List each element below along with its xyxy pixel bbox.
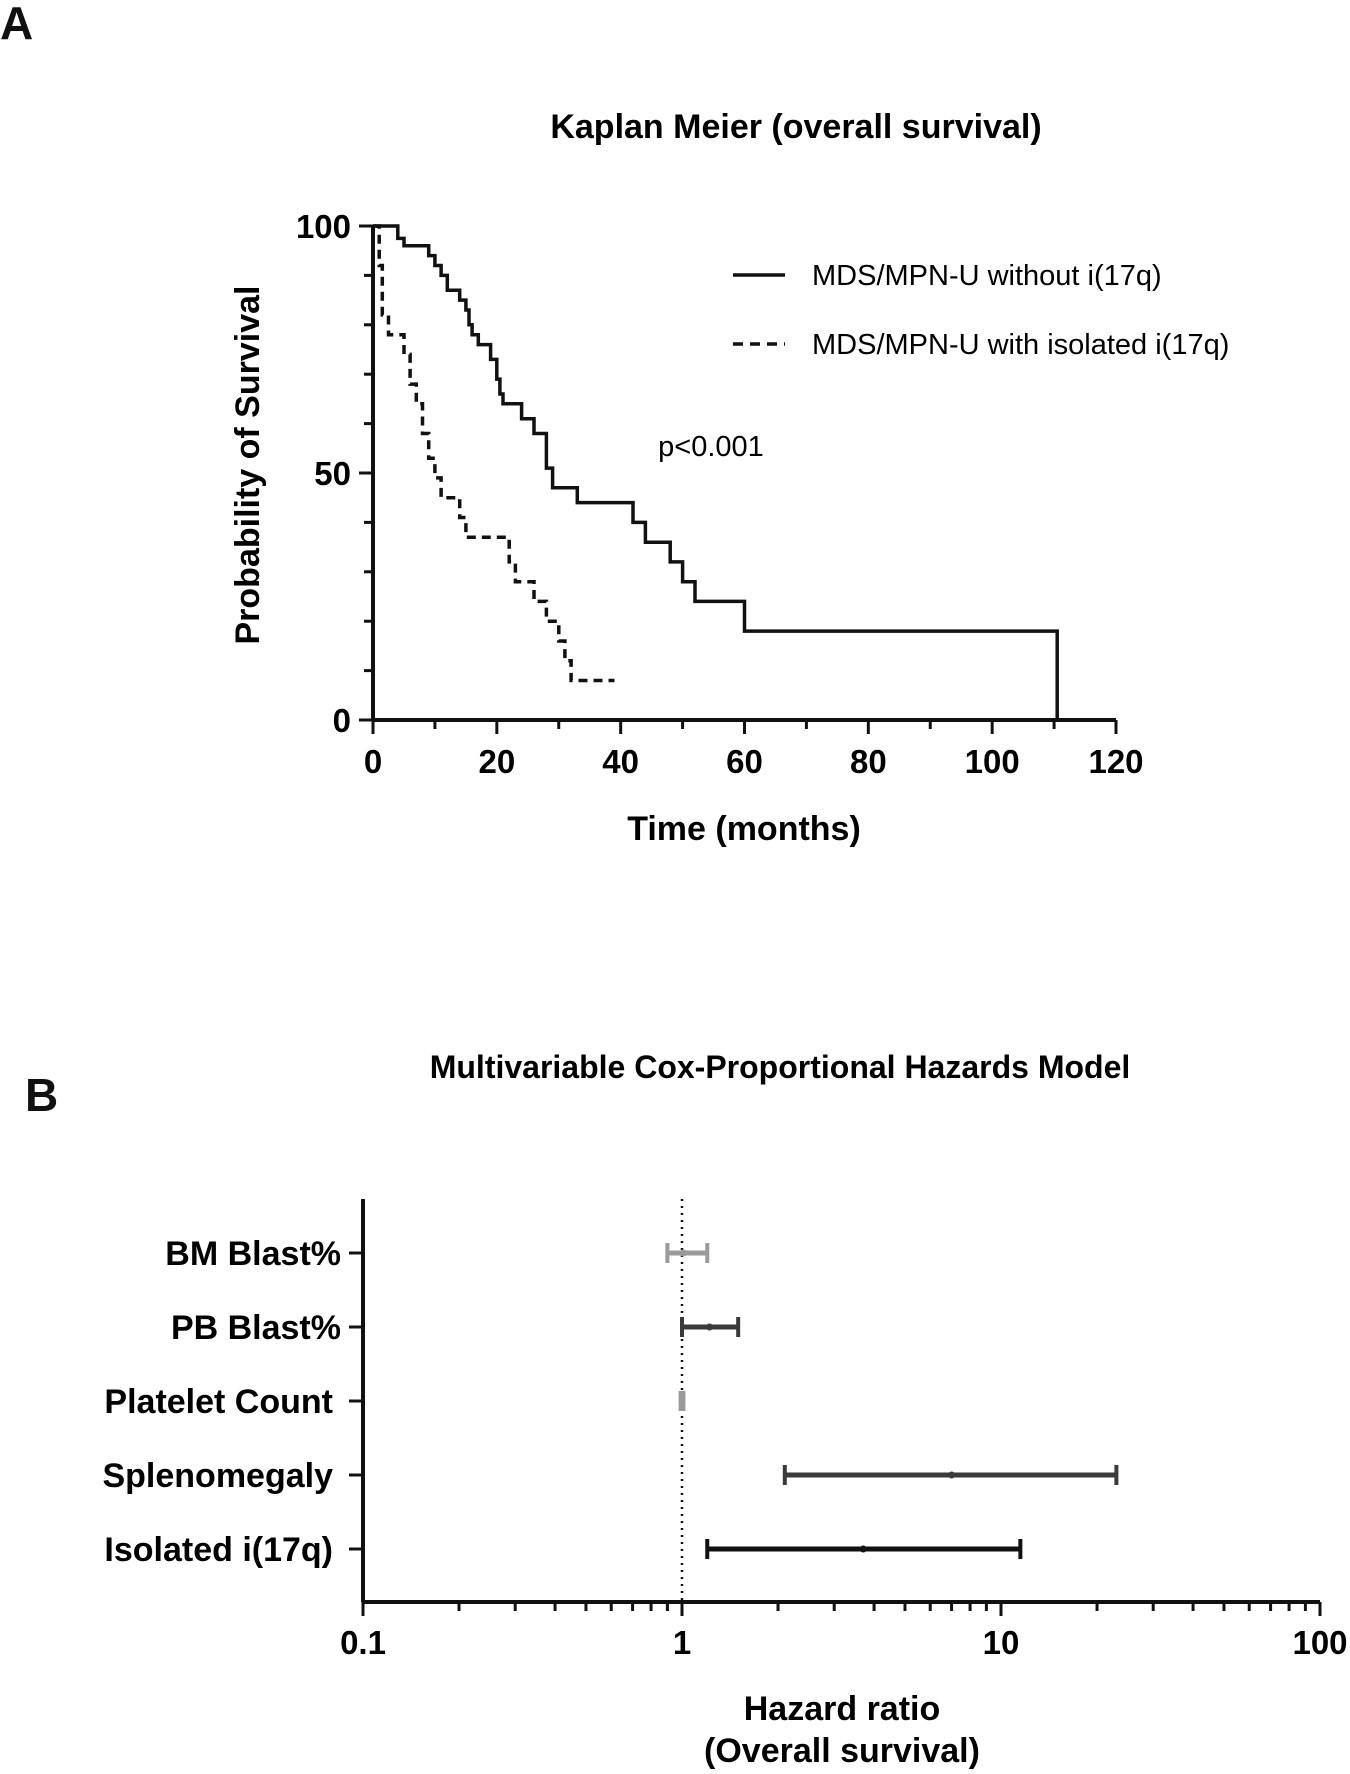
x-tick-label: 40 (602, 743, 639, 780)
x-tick-label: 60 (726, 743, 763, 780)
row-label: Splenomegaly (102, 1457, 333, 1495)
row-label: Isolated i(17q) (104, 1531, 333, 1569)
tick-labels: 0 50 100 0 20 40 60 80 100 120 (296, 208, 1144, 780)
y-tick-label: 100 (296, 208, 351, 245)
forest-row: Isolated i(17q) (104, 1531, 1023, 1569)
row-label: Platelet Count (104, 1383, 333, 1421)
x-tick-label: 80 (850, 743, 887, 780)
hazard-ratio-point (679, 1249, 687, 1257)
hazard-ratio-point (948, 1471, 956, 1479)
x-axis-label-line2: (Overall survival) (704, 1732, 980, 1770)
x-tick-label: 0.1 (340, 1624, 386, 1661)
chart-title: Kaplan Meier (overall survival) (550, 108, 1041, 146)
row-label: BM Blast% (165, 1235, 341, 1273)
x-tick-label: 100 (1292, 1624, 1347, 1661)
x-axis-label: Time (months) (627, 810, 861, 848)
survival-curve-with-i17q (373, 224, 615, 683)
hazard-ratio-point (706, 1323, 714, 1331)
tick-marks (359, 224, 1118, 734)
tick-marks: 0.1 1 10 100 (340, 1602, 1348, 1661)
legend: MDS/MPN-U without i(17q) MDS/MPN-U with … (733, 260, 1229, 361)
x-axis-label-line1: Hazard ratio (744, 1690, 941, 1728)
x-tick-label: 0 (364, 743, 382, 780)
legend-label: MDS/MPN-U with isolated i(17q) (812, 329, 1229, 361)
x-tick-label: 10 (983, 1624, 1020, 1661)
y-axis-label: Probability of Survival (229, 286, 267, 645)
survival-curve-without-i17q (373, 224, 1059, 720)
y-tick-label: 0 (333, 702, 351, 739)
forest-row: PB Blast% (171, 1309, 741, 1347)
forest-row: Splenomegaly (102, 1457, 1119, 1495)
row-label: PB Blast% (171, 1309, 341, 1347)
forest-row: BM Blast% (165, 1235, 710, 1273)
x-tick-label: 120 (1088, 743, 1143, 780)
panel-label-a: A (0, 0, 34, 49)
forest-title: Multivariable Cox-Proportional Hazards M… (430, 1049, 1131, 1085)
x-tick-label: 100 (965, 743, 1020, 780)
x-tick-label: 20 (478, 743, 515, 780)
panel-label-b: B (25, 1069, 59, 1121)
p-value-annotation: p<0.001 (658, 431, 764, 463)
x-tick-label: 1 (673, 1624, 691, 1661)
survival-curves (373, 224, 1059, 720)
forest-row: Platelet Count (104, 1383, 686, 1421)
forest-rows: BM Blast% PB Blast% Platelet Count Splenome… (102, 1235, 1119, 1569)
y-tick-label: 50 (314, 455, 351, 492)
legend-label: MDS/MPN-U without i(17q) (812, 260, 1162, 292)
axes (361, 1199, 1320, 1604)
hazard-ratio-point (859, 1545, 867, 1553)
hazard-ratio-point (678, 1397, 686, 1405)
kaplan-meier-chart: Kaplan Meier (overall survival) 0 50 100 0 2… (229, 108, 1229, 848)
